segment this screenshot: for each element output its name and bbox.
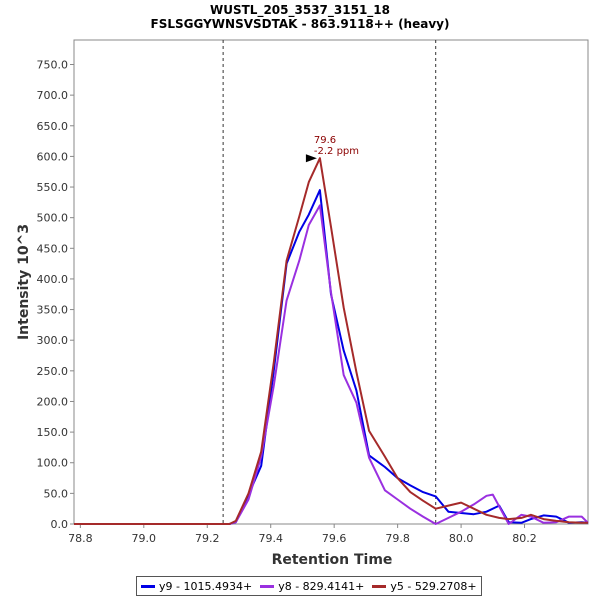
x-tick-label: 79.8 [385,532,410,545]
y-tick-label: 150.0 [37,426,69,439]
x-tick-label: 79.6 [322,532,347,545]
y-tick-label: 250.0 [37,365,69,378]
x-tick-label: 78.8 [68,532,93,545]
chart-subtitle: FSLSGGYWNSVSDTAK - 863.9118++ (heavy) [151,17,450,31]
y-tick-label: 450.0 [37,242,69,255]
x-tick-label: 79.0 [132,532,157,545]
x-tick-label: 80.0 [449,532,474,545]
legend: y9 - 1015.4934+ y8 - 829.4141+ y5 - 529.27… [136,576,482,596]
plot-area: 0.0 50.0 100.0 150.0 200.0 250.0 300.0 350.0 400… [37,39,589,545]
plot-frame [73,39,589,525]
legend-item: y5 - 529.2708+ [372,579,477,593]
x-tick-label: 79.4 [258,532,283,545]
legend-item: y8 - 829.4141+ [260,580,364,593]
y-tick-label: 550.0 [37,181,69,194]
series-line [74,157,588,525]
legend-label: y8 - 829.4141+ [278,579,365,593]
legend-swatch [141,584,155,588]
y-tick-label: 300.0 [37,334,69,347]
legend-label: y9 - 1015.4934+ [159,579,253,593]
peak-annotation-rt: 79.6 [314,135,336,146]
x-axis-label: Retention Time [272,552,393,568]
y-tick-label: 750.0 [37,59,69,72]
y-tick-label: 350.0 [37,304,69,317]
x-tick-label: 80.2 [512,532,537,545]
legend-label: y5 - 529.2708+ [390,579,477,593]
y-tick-label: 0.0 [51,518,69,531]
y-tick-label: 650.0 [37,120,69,133]
peak-annotation-ppm: -2.2 ppm [314,146,359,157]
legend-swatch [372,584,387,588]
y-axis-label: Intensity 10^3 [16,224,32,340]
legend-swatch [260,584,275,588]
y-tick-label: 50.0 [44,487,69,500]
y-tick-label: 500.0 [37,212,69,225]
peak-marker-icon [305,154,317,163]
y-tick-label: 100.0 [37,457,69,470]
legend-item: y9 - 1015.4934+ [141,580,252,593]
x-tick-label: 79.2 [195,532,220,545]
y-tick-label: 400.0 [37,273,69,286]
y-tick-label: 600.0 [37,150,69,163]
chart-title: WUSTL_205_3537_3151_18 [210,3,390,18]
y-tick-label: 700.0 [37,89,69,102]
y-tick-label: 200.0 [37,395,69,408]
